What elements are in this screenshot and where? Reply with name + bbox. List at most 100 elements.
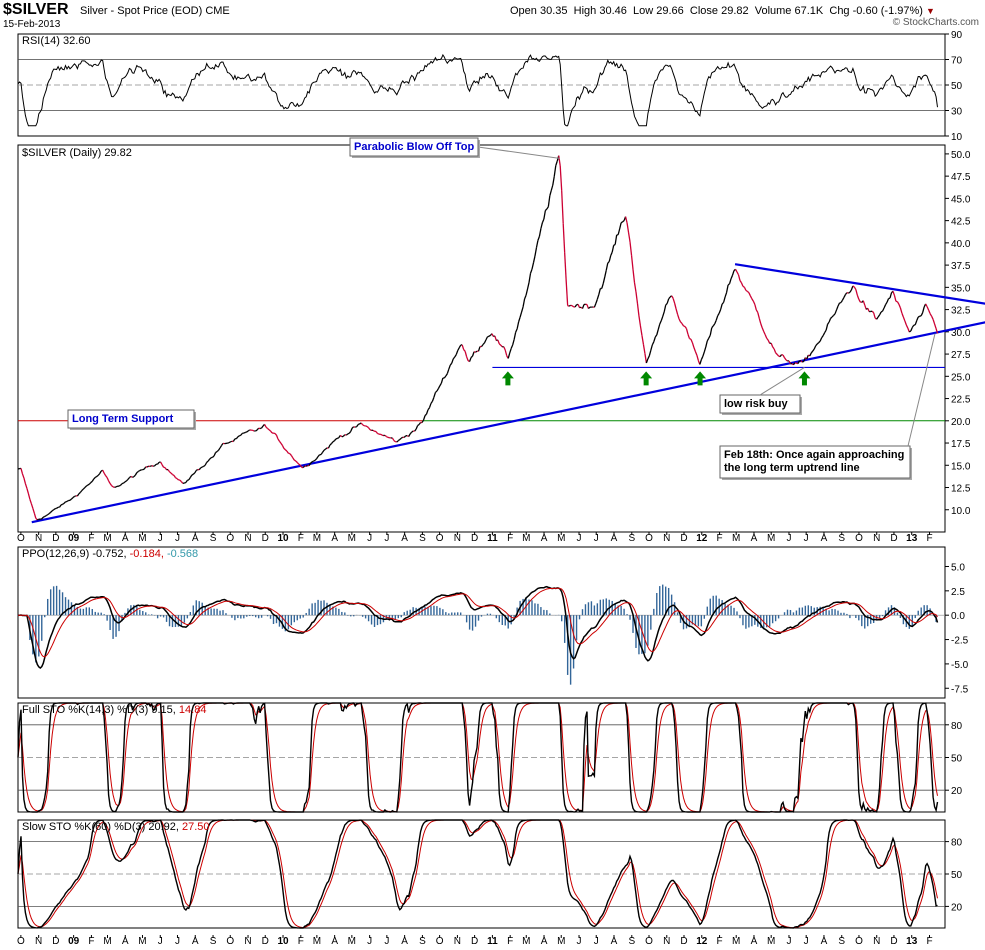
annotation-low-risk-buy-text: low risk buy	[724, 398, 788, 410]
price-bar	[935, 328, 939, 334]
price-bar	[877, 314, 881, 318]
price-bar	[475, 350, 478, 353]
x-tick-label: O	[645, 936, 653, 947]
price-bar	[910, 327, 913, 332]
close-value: 29.82	[721, 5, 749, 17]
price-bar	[896, 301, 900, 305]
price-bar	[23, 477, 27, 484]
price-bar	[689, 338, 692, 340]
price-bar	[161, 464, 165, 468]
price-bar	[685, 328, 689, 335]
y-tick-label: 47.5	[951, 172, 971, 183]
price-bar	[480, 344, 484, 347]
x-tick-label: F	[298, 936, 304, 947]
x-tick-label: A	[611, 936, 618, 947]
price-bar	[535, 240, 539, 248]
x-tick-label: A	[331, 936, 338, 947]
price-bar	[709, 327, 713, 336]
y-tick-label: 20	[951, 786, 963, 797]
price-bar	[855, 289, 858, 296]
price-bar	[280, 442, 283, 446]
price-bar	[302, 465, 306, 469]
price-bar	[595, 299, 598, 304]
price-bar	[384, 434, 387, 438]
x-tick-label: 09	[68, 936, 80, 947]
price-bar	[258, 427, 261, 430]
price-bar	[170, 472, 173, 475]
price-bar	[482, 342, 485, 346]
price-bar	[888, 297, 891, 300]
price-bar	[360, 422, 364, 426]
price-bar	[232, 438, 236, 442]
price-bar	[835, 305, 839, 311]
price-bar	[620, 221, 623, 224]
price-bar	[347, 432, 350, 435]
price-bar	[629, 241, 633, 256]
price-bar	[21, 473, 25, 479]
price-bar	[800, 360, 803, 363]
ppo-label: PPO(12,26,9) -0.752, -0.184, -0.568	[22, 548, 198, 560]
price-bar	[111, 485, 114, 488]
x-tick-label: S	[628, 533, 635, 544]
price-bar	[746, 290, 750, 294]
price-bar	[810, 350, 814, 354]
price-bar	[553, 165, 557, 177]
price-bar	[137, 469, 141, 473]
price-bar	[433, 392, 437, 398]
dropdown-arrow-icon[interactable]: ▼	[926, 6, 935, 16]
x-tick-label: N	[35, 936, 42, 947]
price-bar	[134, 472, 138, 476]
price-bar	[552, 176, 555, 186]
price-bar	[638, 315, 642, 327]
price-bar	[714, 320, 717, 325]
price-bar	[78, 491, 81, 495]
price-bar	[53, 508, 56, 511]
sto-value-2: 14.84	[179, 704, 207, 716]
price-bar	[630, 255, 634, 270]
price-bar	[179, 479, 182, 483]
price-bar	[143, 466, 147, 470]
price-bar	[608, 255, 612, 262]
price-bar	[494, 335, 497, 341]
exchange-text: CME	[205, 5, 230, 17]
x-tick-label: S	[210, 936, 217, 947]
price-bar	[308, 462, 312, 466]
price-bar	[632, 269, 636, 283]
price-bar	[344, 434, 347, 436]
price-bar	[209, 457, 212, 460]
price-bar	[676, 314, 680, 320]
price-bar	[776, 353, 780, 357]
price-bar	[41, 516, 44, 520]
y-tick-label: 45.0	[951, 194, 971, 205]
price-bar	[172, 473, 175, 476]
price-bar	[720, 303, 723, 310]
price-bar	[108, 480, 111, 484]
x-tick-label: O	[855, 936, 863, 947]
price-bar	[428, 403, 432, 408]
price-bar	[228, 441, 231, 444]
price-bar	[827, 321, 830, 325]
price-bar	[454, 354, 457, 358]
price-bar	[403, 435, 407, 438]
y-tick-label: 42.5	[951, 217, 971, 228]
price-bar	[666, 298, 670, 304]
price-bar	[393, 439, 396, 443]
price-bar	[62, 502, 65, 505]
y-tick-label: 30.0	[951, 328, 971, 339]
price-bar	[871, 310, 875, 314]
x-tick-label: J	[158, 533, 163, 544]
price-bar	[342, 434, 346, 437]
price-bar	[51, 509, 55, 512]
price-bar	[693, 347, 697, 352]
price-bar	[567, 305, 570, 307]
x-tick-label: M	[522, 533, 530, 544]
price-bar	[824, 329, 827, 334]
price-bar	[886, 298, 890, 303]
price-bar	[247, 429, 251, 432]
price-bar	[644, 353, 648, 364]
description-text: Silver - Spot Price (EOD)	[80, 5, 203, 17]
x-tick-label: M	[103, 533, 111, 544]
price-bar	[375, 431, 379, 434]
x-tick-label: M	[767, 533, 775, 544]
x-tick-label: N	[35, 533, 42, 544]
